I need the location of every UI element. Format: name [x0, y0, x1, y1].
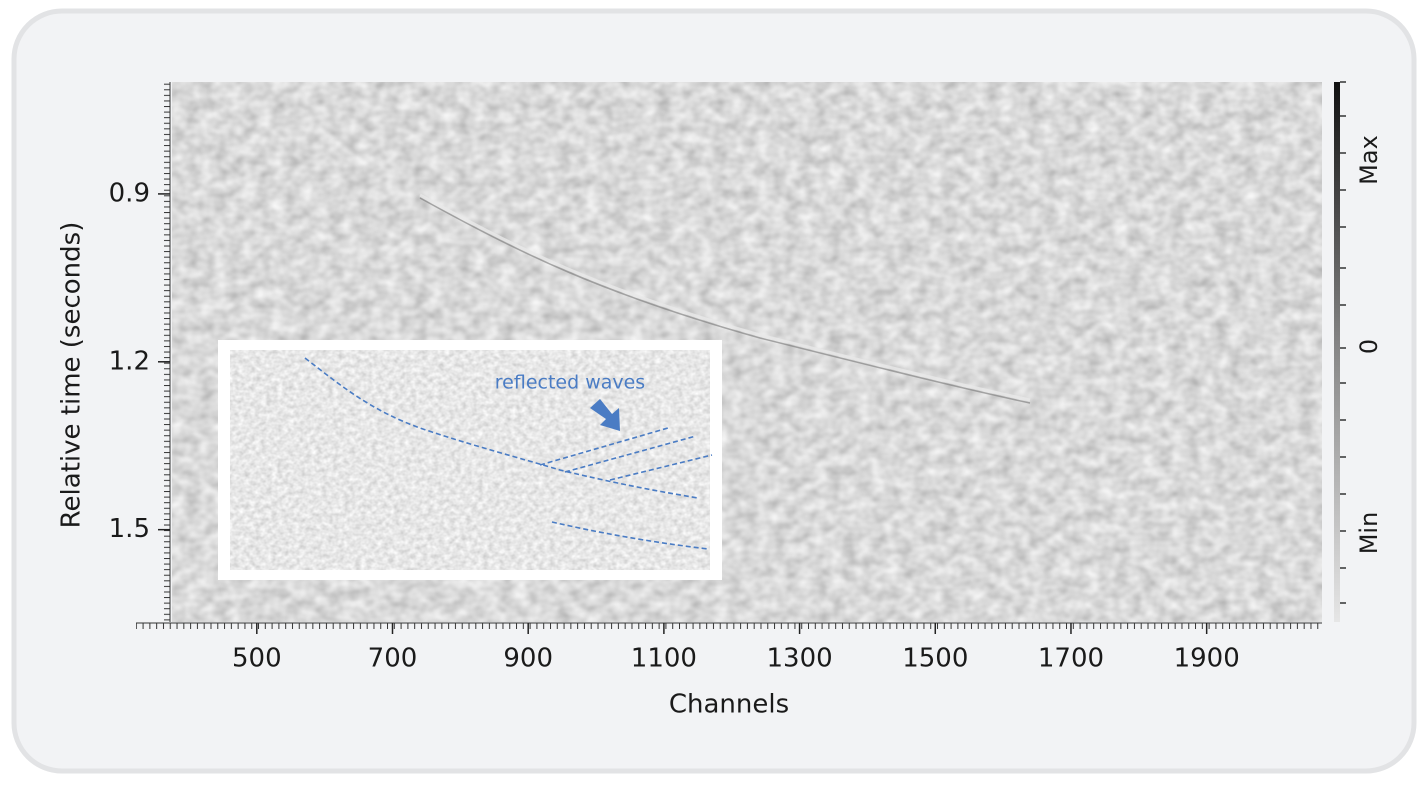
- inset-reflection: [609, 454, 713, 481]
- x-tick-label: 500: [232, 644, 282, 674]
- inset-reflection: [539, 427, 669, 466]
- y-axis-title: Relative time (seconds): [57, 222, 87, 529]
- colorbar-label: 0: [1355, 339, 1383, 354]
- inset-image: [230, 350, 710, 570]
- wavefront: [419, 193, 1031, 402]
- colorbar-ticks: [1340, 81, 1346, 604]
- y-minor-ticks: [164, 82, 170, 622]
- x-tick-label: 1100: [631, 644, 697, 674]
- colorbar: [1334, 82, 1340, 622]
- inset-reflection: [564, 435, 697, 473]
- inset-curve: [304, 357, 699, 499]
- wavefront-shadow: [419, 197, 1031, 404]
- inset-lines: [304, 357, 713, 550]
- y-tick-label: 0.9: [109, 178, 150, 208]
- y-tick-label: 1.2: [109, 346, 150, 376]
- inset-arrow: [590, 399, 620, 431]
- x-tick-label: 1700: [1038, 644, 1104, 674]
- y-tick-label: 1.5: [109, 514, 150, 544]
- x-tick-label: 1500: [902, 644, 968, 674]
- x-tick-label: 1900: [1174, 644, 1240, 674]
- inset-curve: [551, 521, 709, 550]
- x-axis-title: Channels: [669, 690, 789, 720]
- x-tick-label: 900: [503, 644, 553, 674]
- colorbar-label: Min: [1355, 512, 1383, 555]
- inset: reflected waves: [218, 340, 722, 580]
- x-tick-label: 700: [368, 644, 418, 674]
- colorbar-label: Max: [1355, 135, 1383, 185]
- inset-annotation: reflected waves: [495, 372, 645, 394]
- x-minor-ticks: [136, 623, 1322, 629]
- x-tick-label: 1300: [766, 644, 832, 674]
